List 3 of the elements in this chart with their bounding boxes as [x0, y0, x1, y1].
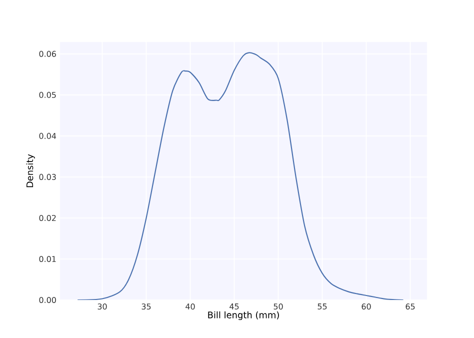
line-series	[77, 52, 404, 300]
y-axis-title: Density	[26, 154, 35, 188]
x-axis-title: Bill length (mm)	[208, 311, 279, 320]
